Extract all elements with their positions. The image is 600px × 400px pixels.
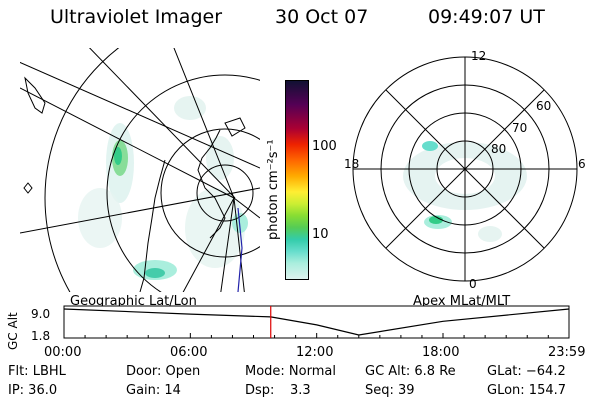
- mlt-label-18: 18: [344, 157, 359, 171]
- date-label: 30 Oct 07: [275, 6, 369, 28]
- glon-value: GLon: 154.7: [487, 383, 567, 398]
- gc-alt-curve: [63, 308, 570, 336]
- app-title: Ultraviolet Imager: [50, 6, 223, 28]
- mlat-label-60: 60: [536, 99, 551, 113]
- timeline-ytick-top: 9.0: [31, 307, 50, 321]
- mlat-label-70: 70: [512, 121, 527, 135]
- gc-alt-value: GC Alt: 6.8 Re: [365, 364, 456, 379]
- mlt-label-12: 12: [471, 49, 486, 63]
- geographic-map: [20, 48, 260, 292]
- timeline-frame: [63, 305, 570, 339]
- door-value: Door: Open: [126, 364, 201, 379]
- mlat-label-80: 80: [491, 142, 506, 156]
- colorbar: [285, 80, 309, 280]
- timeline-xtick-0600: 06:00: [170, 345, 208, 360]
- dsp-label: Dsp:: [245, 383, 275, 398]
- ip-value: IP: 36.0: [8, 383, 58, 398]
- timeline-xtick-1200: 12:00: [296, 345, 334, 360]
- left-panel-caption: Geographic Lat/Lon: [70, 294, 197, 309]
- mode-value: Mode: Normal: [245, 364, 336, 379]
- timeline-ylabel: GC Alt: [6, 312, 20, 350]
- altitude-timeline: GC Alt 9.0 1.8: [6, 305, 570, 350]
- colorbar-tick-100: 100: [312, 139, 337, 154]
- timeline-xtick-1800: 18:00: [422, 345, 460, 360]
- filter-value: Flt: LBHL: [8, 364, 66, 379]
- dsp-value: 3.3: [290, 383, 311, 398]
- colorbar-tick-10: 10: [312, 227, 329, 242]
- gain-value: Gain: 14: [126, 383, 181, 398]
- timeline-xtick-0000: 00:00: [44, 345, 82, 360]
- mlt-label-0: 0: [469, 277, 477, 291]
- seq-value: Seq: 39: [365, 383, 415, 398]
- timeline-xtick-2359: 23:59: [548, 345, 586, 360]
- timeline-ytick-bottom: 1.8: [31, 329, 50, 343]
- time-label: 09:49:07 UT: [428, 6, 545, 28]
- right-panel-caption: Apex MLat/MLT: [413, 294, 511, 309]
- glat-value: GLat: −64.2: [487, 364, 566, 379]
- colorbar-label: photon cm⁻²s⁻¹: [266, 139, 281, 240]
- mlt-label-6: 6: [578, 157, 586, 171]
- polar-plot: 12 18 6 0 60 70 80: [344, 49, 586, 291]
